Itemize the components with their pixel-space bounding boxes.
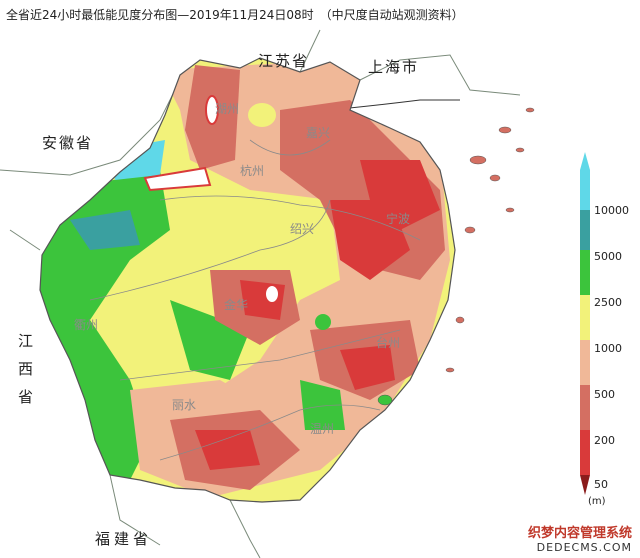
province-outline [39,57,456,503]
region-label-jiangxi-2: 西 [18,360,34,378]
region-label-jiangsu: 江苏省 [258,52,310,70]
city-label-ningbo: 宁波 [386,212,411,226]
legend-label: 5000 [594,250,622,263]
legend-swatch [580,430,590,475]
city-label-hangzhou: 杭州 [240,164,265,178]
legend-swatch [580,340,590,385]
legend-swatch [580,250,590,295]
city-label-shaoxing: 绍兴 [290,222,315,236]
city-label-taizhou: 台州 [376,336,401,350]
legend-label: 200 [594,434,615,447]
legend-swatch [580,210,590,250]
region-label-fujian: 福建省 [95,530,153,548]
region-label-shanghai: 上海市 [368,58,420,76]
city-label-huzhou: 湖州 [215,102,240,116]
legend [580,152,590,495]
city-label-quzhou: 衢州 [74,318,99,332]
map-title: 全省近24小时最低能见度分布图—2019年11月24日08时 （中尺度自动站观测… [6,8,464,22]
watermark: 织梦内容管理系统 DEDECMS.COM [528,522,632,554]
city-label-jiaxing: 嘉兴 [306,126,331,140]
legend-label: 1000 [594,342,622,355]
neighbor-boundaries [0,29,521,558]
city-label-wenzhou: 温州 [310,422,335,436]
city-label-jinhua: 金华 [224,298,249,312]
legend-unit: (m) [588,496,606,507]
region-label-anhui: 安徽省 [42,134,94,152]
legend-swatch [580,170,590,210]
legend-swatch [580,385,590,430]
legend-bottom-arrow [580,475,590,495]
region-label-jiangxi-1: 江 [18,332,34,350]
legend-swatch [580,295,590,340]
legend-label: 10000 [594,204,629,217]
legend-top-arrow [580,152,590,170]
legend-label: 2500 [594,296,622,309]
coastal-islands [377,107,535,406]
watermark-line1: 织梦内容管理系统 [527,526,632,541]
legend-label: 50 [594,478,608,491]
region-label-jiangxi-3: 省 [18,388,34,406]
watermark-line2: DEDECMS.COM [536,541,632,554]
city-boundaries [89,139,421,461]
city-label-lishui: 丽水 [172,398,197,412]
legend-label: 500 [594,388,615,401]
